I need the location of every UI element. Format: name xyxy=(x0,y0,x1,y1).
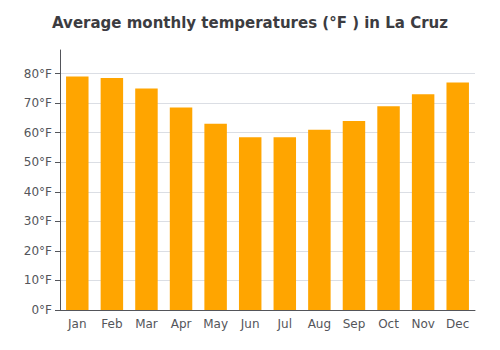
svg-text:Jan: Jan xyxy=(67,317,87,331)
svg-text:40°F: 40°F xyxy=(24,185,52,199)
svg-text:Jul: Jul xyxy=(277,317,292,331)
svg-text:60°F: 60°F xyxy=(24,126,52,140)
svg-text:Sep: Sep xyxy=(343,317,366,331)
svg-text:80°F: 80°F xyxy=(24,67,52,81)
svg-text:Mar: Mar xyxy=(135,317,158,331)
svg-text:70°F: 70°F xyxy=(24,96,52,110)
svg-text:50°F: 50°F xyxy=(24,155,52,169)
svg-text:Nov: Nov xyxy=(411,317,434,331)
svg-text:Apr: Apr xyxy=(171,317,192,331)
svg-text:0°F: 0°F xyxy=(31,303,52,317)
svg-text:May: May xyxy=(203,317,228,331)
svg-text:Average monthly temperatures (: Average monthly temperatures (°F ) in La… xyxy=(52,14,448,32)
svg-text:20°F: 20°F xyxy=(24,244,52,258)
svg-text:Dec: Dec xyxy=(446,317,469,331)
svg-text:Feb: Feb xyxy=(101,317,122,331)
svg-text:30°F: 30°F xyxy=(24,214,52,228)
svg-text:Oct: Oct xyxy=(378,317,399,331)
svg-text:10°F: 10°F xyxy=(24,273,52,287)
svg-text:Jun: Jun xyxy=(240,317,260,331)
svg-text:Aug: Aug xyxy=(308,317,331,331)
